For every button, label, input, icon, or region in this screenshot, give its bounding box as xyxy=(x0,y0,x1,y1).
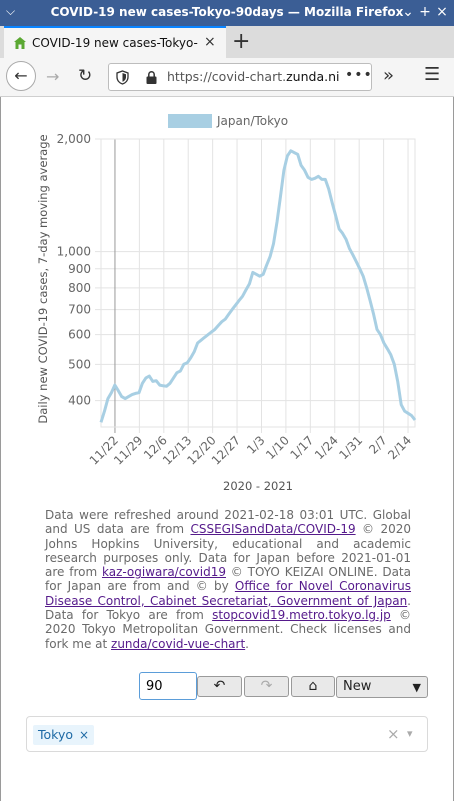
legend-swatch xyxy=(168,114,212,128)
navigation-bar: ← → ↻ https://covid-chart.zunda.ninja ••… xyxy=(0,58,454,97)
back-button[interactable]: ← xyxy=(6,61,36,91)
y-axis-ticks: 2,000 1,000 900 800 700 600 500 400 xyxy=(57,132,91,408)
link-kaz-ogiwara[interactable]: kaz-ogiwara/covid19 xyxy=(101,565,226,580)
y-tick-label: 1,000 xyxy=(57,245,91,259)
x-axis-label: 2020 - 2021 xyxy=(223,479,293,493)
new-tab-button[interactable]: + xyxy=(232,29,251,54)
y-axis-label: Daily new COVID-19 cases, 7-day moving a… xyxy=(36,134,50,423)
plot-area xyxy=(100,138,416,428)
days-input[interactable] xyxy=(139,672,197,700)
series-line-japan-tokyo xyxy=(99,149,417,423)
back-arrow-icon: ← xyxy=(14,66,28,85)
url-domain: zunda.ninja xyxy=(286,69,339,84)
shield-icon[interactable] xyxy=(116,70,129,85)
region-tag-label: Tokyo xyxy=(38,727,73,742)
cases-chart: 2,000 1,000 900 800 700 600 500 400 11/2211/291… xyxy=(36,114,417,493)
link-stopcovid19[interactable]: stopcovid19.metro.tokyo.lg.jp xyxy=(212,608,391,623)
x-tick-label: 1/10 xyxy=(263,433,292,462)
link-repo[interactable]: zunda/covid-vue-chart xyxy=(111,636,246,651)
undo-icon: ↶ xyxy=(213,678,226,694)
x-tick-label: 1/17 xyxy=(287,433,316,462)
window-title: COVID-19 new cases-Tokyo-90days — Mozill… xyxy=(50,5,404,19)
link-cabinet-office[interactable]: Office for Novel Coronavirus Disease Con… xyxy=(45,579,412,608)
house-favicon-icon xyxy=(14,37,26,49)
redo-button[interactable]: ↷ xyxy=(244,676,289,697)
undo-button[interactable]: ↶ xyxy=(197,676,242,697)
minimize-button[interactable]: ⌄ xyxy=(402,4,414,20)
tab-label: COVID-19 new cases-Tokyo-90 xyxy=(32,36,198,50)
chart-grid xyxy=(95,138,416,433)
x-tick-label: 2/14 xyxy=(385,433,414,462)
url-bar[interactable]: https://covid-chart.zunda.ninja ••• xyxy=(108,63,372,91)
home-button[interactable]: ⌂ xyxy=(291,676,335,697)
link-csse[interactable]: CSSEGISandData/COVID-19 xyxy=(190,522,356,537)
info-text-5: © 2020 Tokyo Metropolitan Government. Ch… xyxy=(45,608,411,651)
lock-icon[interactable] xyxy=(145,70,158,85)
y-tick-label: 900 xyxy=(68,262,91,276)
case-type-value: New xyxy=(343,679,372,694)
window-titlebar: ⌵ COVID-19 new cases-Tokyo-90days — Mozi… xyxy=(0,0,454,26)
y-tick-label: 700 xyxy=(68,303,91,317)
tab-covid-chart[interactable]: COVID-19 new cases-Tokyo-90 × xyxy=(4,26,226,58)
info-text-3: © TOYO KEIZAI ONLINE. Data for Japan are… xyxy=(45,565,411,594)
y-tick-label: 400 xyxy=(68,394,91,408)
url-text[interactable]: https://covid-chart.zunda.ninja xyxy=(167,69,339,84)
home-icon: ⌂ xyxy=(308,678,318,694)
page-actions-button[interactable]: ••• xyxy=(345,67,373,83)
app-menu-button[interactable]: ☰ xyxy=(424,64,441,85)
y-tick-label: 600 xyxy=(68,328,91,342)
reload-button[interactable]: ↻ xyxy=(78,66,92,86)
forward-arrow-icon: → xyxy=(46,67,60,86)
region-selector[interactable]: Tokyo × × ▾ xyxy=(26,716,428,752)
remove-tag-icon[interactable]: × xyxy=(79,728,90,742)
y-tick-label: 800 xyxy=(68,281,91,295)
url-prefix: https://covid-chart. xyxy=(167,69,287,84)
tab-bar: COVID-19 new cases-Tokyo-90 × + xyxy=(0,26,454,58)
chart-legend: Japan/Tokyo xyxy=(168,114,288,128)
info-text-1: Data were refreshed around 2021-02-18 03… xyxy=(45,508,411,537)
close-window-button[interactable]: × xyxy=(436,4,448,20)
window-menu-icon[interactable]: ⌵ xyxy=(6,4,16,18)
info-text-2: © 2020 Johns Hopkins University, educati… xyxy=(45,522,411,580)
case-type-select[interactable]: New ▼ xyxy=(336,676,428,698)
toolbar-overflow-button[interactable]: » xyxy=(383,65,395,86)
x-tick-label: 1/24 xyxy=(312,433,341,462)
chevron-down-icon: ▼ xyxy=(412,681,421,694)
region-tag-tokyo: Tokyo × xyxy=(33,725,95,745)
maximize-button[interactable]: + xyxy=(419,4,431,20)
dropdown-caret-icon[interactable]: ▾ xyxy=(407,727,413,740)
clear-selection-icon[interactable]: × xyxy=(387,725,400,743)
info-text-6: . xyxy=(245,636,249,651)
reload-icon: ↻ xyxy=(78,66,93,86)
redo-icon: ↷ xyxy=(260,678,273,694)
page-content: 2,000 1,000 900 800 700 600 500 400 11/22 11/29 1… xyxy=(0,97,454,801)
legend-label: Japan/Tokyo xyxy=(216,114,288,128)
y-tick-label: 500 xyxy=(68,357,91,371)
x-tick-label: 1/31 xyxy=(336,433,365,462)
tab-close-button[interactable]: × xyxy=(204,34,216,50)
forward-button[interactable]: → xyxy=(46,67,59,86)
y-tick-label: 2,000 xyxy=(57,132,91,146)
info-text-4: . Data for Tokyo are from xyxy=(45,593,411,623)
data-sources-text: Data were refreshed around 2021-02-18 03… xyxy=(45,508,411,651)
